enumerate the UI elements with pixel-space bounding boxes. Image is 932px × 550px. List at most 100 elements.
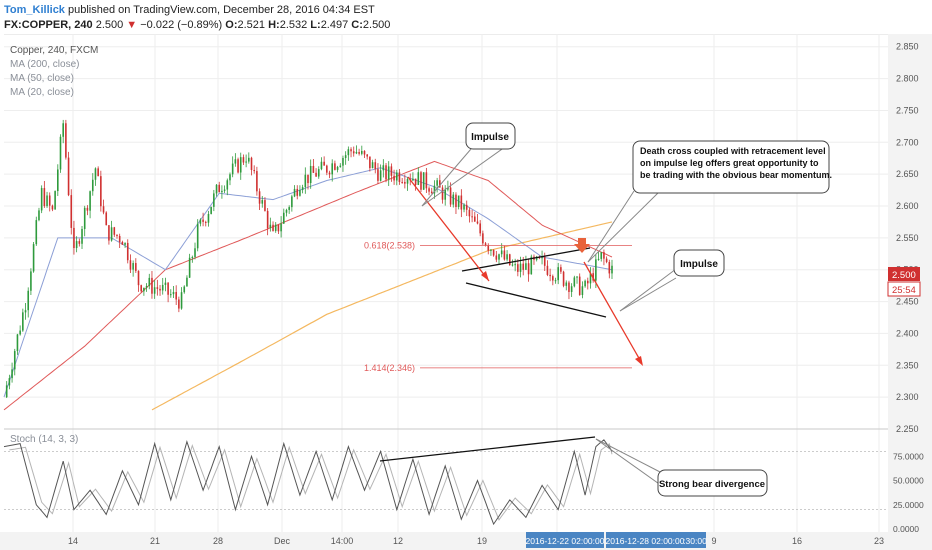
candle-body bbox=[237, 159, 239, 173]
impulse-arrow-1[interactable] bbox=[407, 176, 490, 282]
candle-body bbox=[492, 249, 495, 256]
y-tick-label: 2.400 bbox=[896, 328, 919, 338]
candle-body bbox=[196, 223, 199, 249]
candle-body bbox=[30, 271, 32, 291]
time-tag-2-text: 2016-12-28 02:00:00 bbox=[606, 536, 685, 546]
y-tick-label: 2.850 bbox=[896, 42, 919, 52]
candle-body bbox=[261, 200, 264, 204]
candle-body bbox=[352, 151, 355, 154]
candle-body bbox=[385, 165, 387, 180]
candle-body bbox=[331, 163, 334, 175]
wedge-upper-line[interactable] bbox=[461, 247, 591, 272]
candle-body bbox=[387, 166, 390, 180]
fib-label: 1.414(2.346) bbox=[364, 363, 415, 373]
stoch-axis-labels: 0.0000 25.0000 50.0000 75.0000 bbox=[893, 451, 924, 534]
candle-body bbox=[511, 264, 514, 266]
y-tick-label: 2.350 bbox=[896, 360, 919, 370]
impulse-callout-2[interactable]: Impulse bbox=[619, 249, 725, 312]
wedge-lower-line[interactable] bbox=[465, 282, 607, 318]
candle-body bbox=[231, 163, 234, 175]
time-tag-2-tail: :30:00 bbox=[683, 536, 707, 546]
candle-body bbox=[81, 228, 83, 244]
candle-body bbox=[172, 292, 175, 295]
last-price-tag-text: 2.500 bbox=[892, 270, 916, 281]
candle-body bbox=[517, 264, 519, 272]
impulse-arrow-2[interactable] bbox=[583, 261, 643, 366]
candle-body bbox=[530, 256, 533, 275]
candle-body bbox=[382, 165, 385, 171]
candle-body bbox=[13, 351, 16, 370]
death-cross-line-1: Death cross coupled with retracement lev… bbox=[640, 146, 826, 156]
fib-label: 0.618(2.538) bbox=[364, 241, 415, 251]
stoch-tick-label: 75.0000 bbox=[893, 451, 924, 461]
x-tick-label: Dec bbox=[274, 536, 291, 546]
candle-body bbox=[248, 157, 250, 162]
candle-body bbox=[269, 224, 272, 229]
candle-body bbox=[447, 187, 449, 190]
candle-body bbox=[210, 206, 212, 214]
candle-body bbox=[549, 274, 551, 277]
publish-text: published on TradingView.com, December 2… bbox=[68, 4, 375, 16]
candle-body bbox=[16, 334, 19, 352]
candle-body bbox=[293, 188, 296, 197]
x-tick-label: 23 bbox=[874, 536, 884, 546]
divergence-callout[interactable]: Strong bear divergence bbox=[595, 438, 768, 497]
candle-body bbox=[282, 212, 285, 224]
candle-body bbox=[560, 267, 562, 272]
candle-body bbox=[129, 260, 132, 270]
candle-body bbox=[280, 223, 282, 232]
candle-body bbox=[113, 227, 116, 235]
candle-body bbox=[116, 234, 118, 236]
candle-body bbox=[570, 286, 573, 292]
impulse-callout-1[interactable]: Impulse bbox=[421, 122, 516, 207]
y-tick-label: 2.300 bbox=[896, 392, 919, 402]
candle-body bbox=[258, 191, 261, 204]
candle-body bbox=[62, 123, 64, 137]
candle-body bbox=[126, 242, 129, 261]
candle-body bbox=[589, 273, 592, 284]
author-link[interactable]: Tom_Killick bbox=[4, 4, 65, 16]
death-cross-callout[interactable]: Death cross coupled with retracement lev… bbox=[587, 140, 832, 263]
candle-body bbox=[336, 166, 339, 170]
x-tick-label: 16 bbox=[792, 536, 802, 546]
candle-body bbox=[565, 282, 568, 286]
impulse-label-1: Impulse bbox=[471, 132, 509, 143]
candle-body bbox=[600, 252, 603, 259]
candle-body bbox=[277, 224, 280, 232]
candle-body bbox=[479, 223, 481, 234]
candle-body bbox=[180, 292, 183, 309]
candle-body bbox=[213, 193, 215, 207]
candle-body bbox=[67, 157, 70, 196]
time-axis-panel[interactable] bbox=[0, 532, 888, 550]
candle-body bbox=[525, 263, 527, 270]
candle-body bbox=[137, 270, 140, 286]
candle-body bbox=[223, 189, 226, 191]
low-label: L: bbox=[310, 19, 321, 31]
candle-body bbox=[420, 172, 422, 190]
candle-body bbox=[97, 168, 99, 177]
candle-body bbox=[406, 178, 409, 184]
candle-body bbox=[54, 191, 56, 210]
y-tick-label: 2.600 bbox=[896, 201, 919, 211]
candle-body bbox=[143, 287, 145, 292]
candle-body bbox=[390, 166, 393, 176]
candle-body bbox=[43, 188, 46, 207]
candle-body bbox=[151, 277, 153, 294]
candle-body bbox=[65, 123, 67, 158]
candle-body bbox=[19, 330, 21, 335]
open-value: 2.521 bbox=[237, 19, 266, 31]
candle-body bbox=[175, 292, 177, 300]
y-tick-label: 2.800 bbox=[896, 74, 919, 84]
candles bbox=[5, 119, 613, 399]
candle-body bbox=[226, 180, 229, 190]
candle-body bbox=[204, 221, 207, 223]
down-arrow-icon: ▼ bbox=[126, 19, 138, 31]
price-chart[interactable]: 2.250 2.300 2.350 2.400 2.450 2.500 2.550 2.600… bbox=[0, 34, 932, 550]
divergence-line[interactable] bbox=[379, 436, 596, 462]
high-label: H: bbox=[268, 19, 280, 31]
chart-header: Tom_Killick published on TradingView.com… bbox=[0, 0, 932, 34]
candle-body bbox=[355, 151, 358, 154]
candle-body bbox=[401, 181, 403, 183]
candle-body bbox=[135, 263, 137, 271]
candle-body bbox=[288, 207, 290, 210]
